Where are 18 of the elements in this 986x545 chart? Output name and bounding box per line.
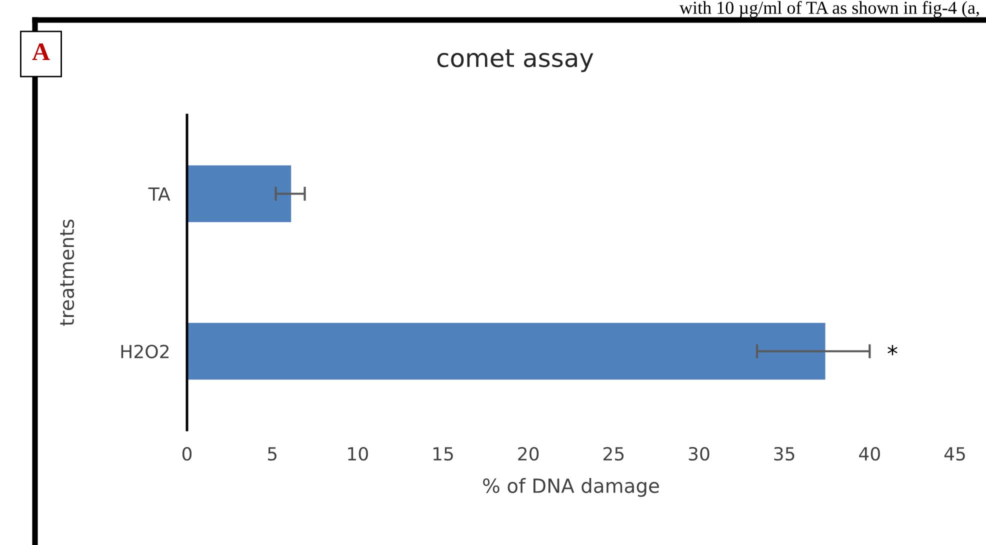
chart-title: comet assay	[437, 49, 594, 72]
x-tick-label: 10	[348, 446, 368, 461]
y-tick-label: H2O2	[121, 344, 169, 358]
annotation: *	[888, 345, 898, 356]
x-tick-label: 45	[944, 447, 965, 461]
x-axis-title: % of DNA damage	[483, 478, 659, 497]
x-tick-label: 20	[518, 446, 539, 461]
x-tick-label: 35	[774, 446, 794, 461]
x-tick-label: 5	[268, 447, 276, 461]
y-tick-label: TA	[148, 187, 170, 201]
text: A	[32, 44, 50, 60]
y-axis-title: treatments	[60, 220, 74, 326]
x-tick-label: 30	[688, 446, 710, 461]
x-tick-label: 25	[604, 446, 624, 461]
x-tick-label: 0	[182, 446, 192, 461]
text: with 10 µg/ml of TA as shown in fig-4 (a,	[680, 1, 979, 18]
x-tick-label: 15	[433, 447, 453, 461]
x-tick-label: 40	[859, 446, 880, 461]
